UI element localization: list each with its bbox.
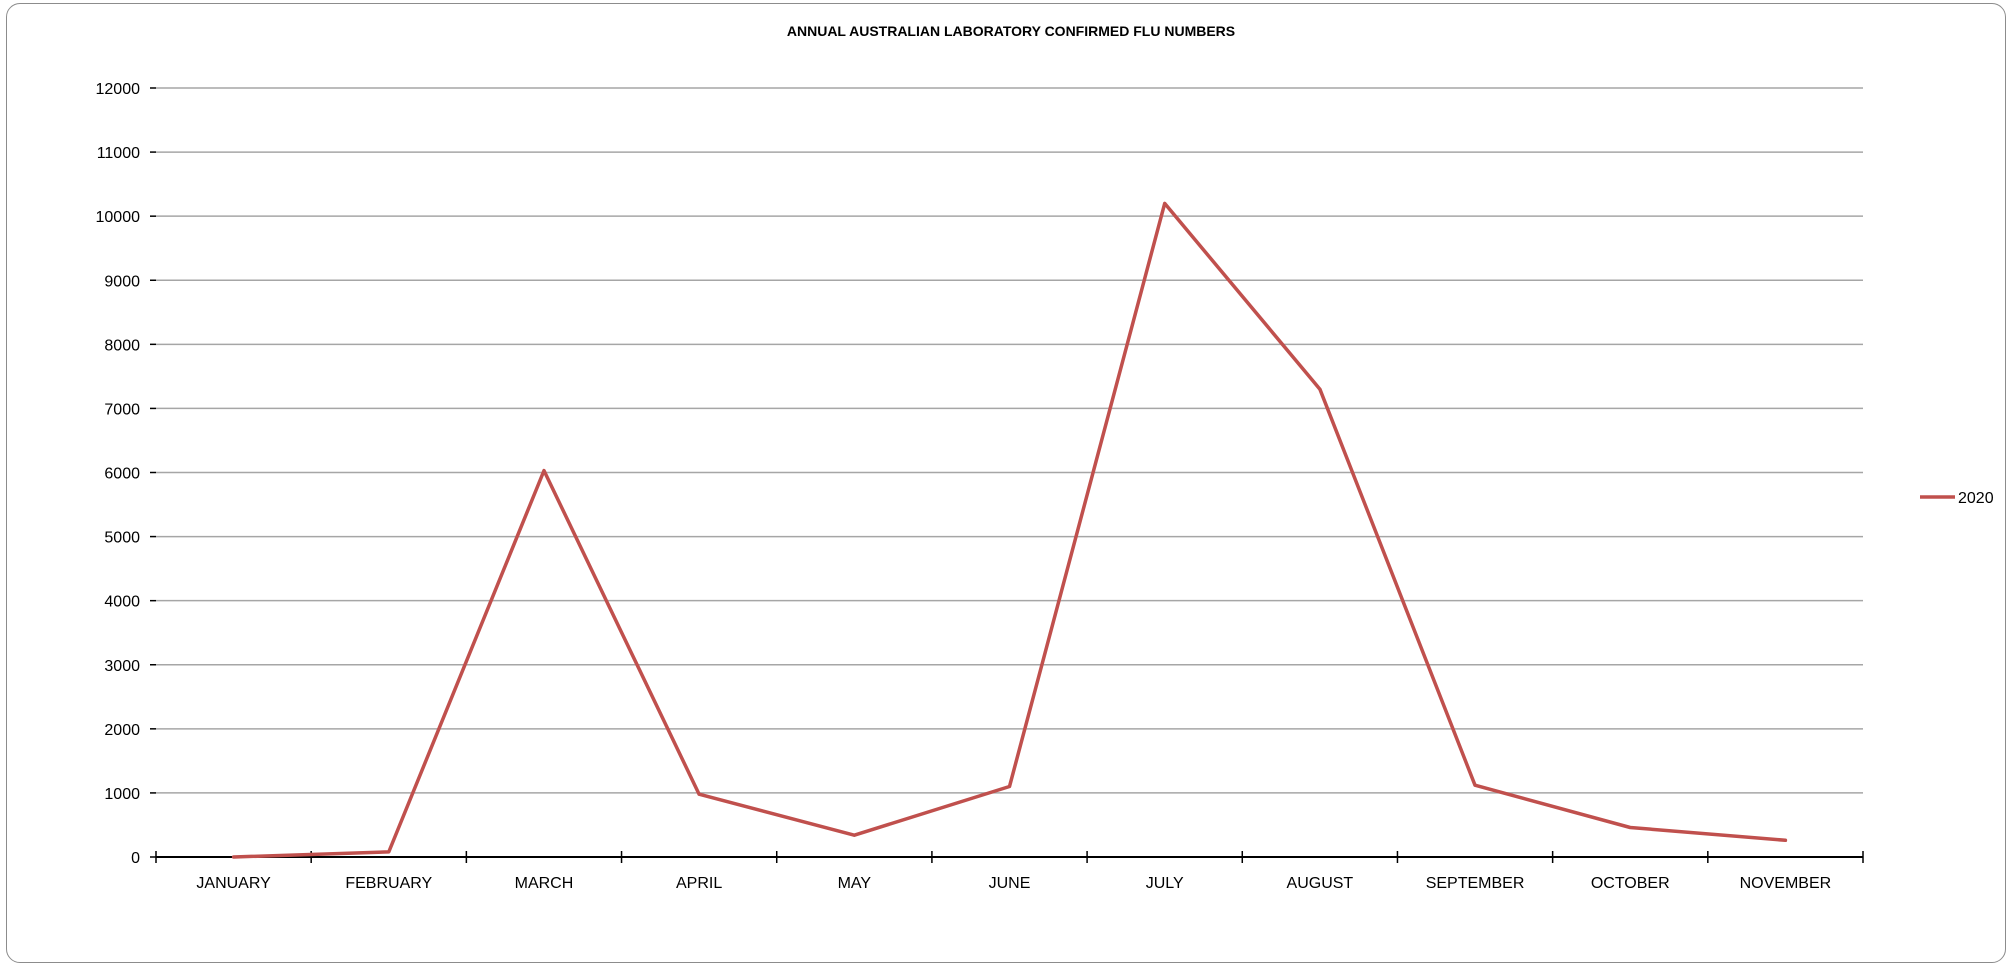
x-tick-label-march: MARCH [515, 875, 574, 892]
x-tick-label-february: FEBRUARY [345, 875, 432, 892]
x-tick-label-july: JULY [1146, 875, 1184, 892]
legend: 2020 [1920, 490, 1994, 507]
y-tick-label-0: 0 [131, 850, 140, 867]
y-tick-label-9000: 9000 [104, 273, 140, 290]
data-point-october [1628, 826, 1632, 830]
y-tick-label-5000: 5000 [104, 530, 140, 547]
y-tick-label-12000: 12000 [96, 81, 141, 98]
x-tick-label-april: APRIL [676, 875, 722, 892]
data-point-june [1008, 785, 1011, 789]
y-tick-label-11000: 11000 [97, 145, 140, 162]
x-tick-label-june: JUNE [989, 875, 1031, 892]
y-axis: 0 1000 2000 3000 4000 5000 6000 7000 8000 9000 100… [96, 81, 156, 867]
data-point-march [542, 469, 546, 473]
series-layer [231, 201, 1788, 859]
data-point-january [232, 855, 236, 859]
data-point-may [852, 833, 856, 837]
data-point-august [1318, 387, 1322, 391]
y-tick-label-2000: 2000 [104, 722, 140, 739]
legend-label-2020: 2020 [1958, 490, 1994, 507]
x-tick-label-january: JANUARY [196, 875, 271, 892]
gridlines [156, 87, 1863, 794]
data-point-july [1163, 201, 1167, 205]
y-tick-label-4000: 4000 [104, 594, 140, 611]
data-point-september [1473, 783, 1477, 787]
chart-frame [6, 3, 2006, 963]
x-tick-label-november: NOVEMBER [1740, 875, 1832, 892]
y-tick-label-6000: 6000 [104, 466, 140, 483]
data-point-april [697, 792, 701, 796]
y-tick-label-7000: 7000 [104, 401, 140, 418]
chart-title: ANNUAL AUSTRALIAN LABORATORY CONFIRMED F… [787, 23, 1235, 39]
data-point-november [1783, 838, 1787, 842]
y-tick-label-1000: 1000 [104, 786, 140, 803]
data-point-february [387, 850, 391, 854]
x-tick-label-august: AUGUST [1287, 875, 1354, 892]
y-tick-label-8000: 8000 [104, 337, 140, 354]
series-line-2020 [231, 201, 1788, 859]
y-tick-label-10000: 10000 [96, 209, 141, 226]
x-axis: JANUARY FEBRUARY MARCH APRIL MAY JUNE JULY AUGU… [155, 851, 1864, 892]
x-tick-label-october: OCTOBER [1591, 875, 1670, 892]
x-tick-label-september: SEPTEMBER [1426, 875, 1525, 892]
y-tick-label-3000: 3000 [104, 658, 140, 675]
x-tick-label-may: MAY [838, 875, 872, 892]
